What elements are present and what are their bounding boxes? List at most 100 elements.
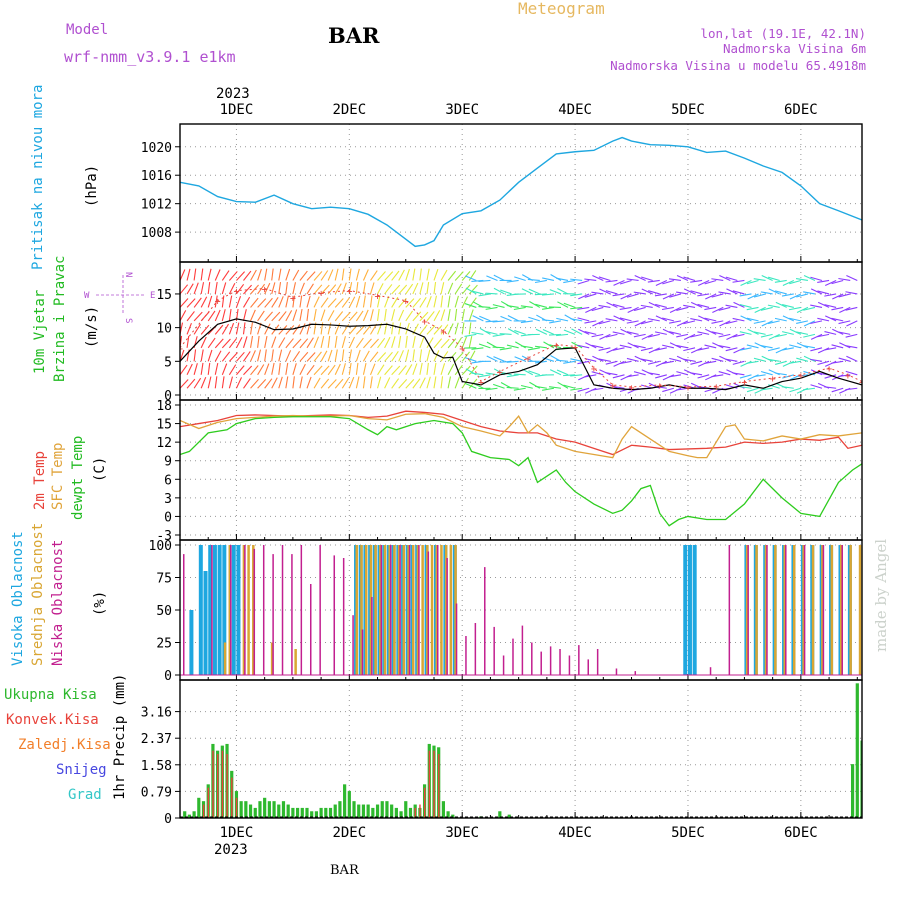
cloud-bar [792, 545, 796, 675]
wind-barb [761, 355, 773, 362]
wind-barb [271, 268, 274, 281]
cloud-bar [371, 597, 373, 675]
year-label-top: 2023 [216, 86, 250, 102]
wind-barb [520, 345, 533, 349]
wind-barb [299, 295, 303, 308]
wind-barb [186, 268, 191, 281]
wind-barb [355, 376, 360, 389]
wind-barb [754, 342, 766, 349]
wind-barb [803, 345, 816, 349]
day-label-top: 5DEC [671, 102, 705, 118]
wind-barb [767, 358, 780, 362]
wind-speed-line [180, 318, 862, 391]
wind-barb [563, 384, 576, 389]
wind-barb [440, 282, 445, 295]
wind-barb [278, 349, 283, 362]
wind-barb [506, 304, 519, 308]
cloud-bar [430, 545, 434, 675]
wind-barb [377, 271, 386, 281]
wind-barb [634, 320, 646, 327]
wind-barb [461, 351, 470, 362]
precip-bar-total [267, 801, 271, 818]
wind-barb [447, 323, 454, 335]
wind-barb [419, 324, 428, 335]
day-label-bottom: 6DEC [784, 825, 818, 841]
wind-barb [186, 363, 193, 376]
wind-barb [306, 337, 314, 349]
wind-barb [243, 296, 251, 308]
wind-barb [647, 279, 660, 283]
wind-barb [285, 350, 292, 362]
wind-barb [398, 365, 407, 376]
wind-barb [419, 362, 423, 375]
precipitation-plot [180, 683, 862, 818]
wind-barb [774, 279, 787, 283]
wind-barb [214, 376, 218, 389]
wind-barb [557, 301, 569, 308]
wind-barb [825, 279, 837, 286]
wind-barb [271, 311, 281, 322]
wind-barb [831, 279, 844, 285]
wind-barb [698, 315, 710, 322]
wind-barb [426, 337, 434, 349]
wind-barb [299, 351, 309, 362]
wind-barb [528, 370, 540, 376]
wind-barb [585, 342, 597, 349]
wind-barb [541, 293, 554, 296]
wind-barb [592, 355, 604, 362]
wind-barb [398, 269, 405, 281]
precip-bar-total [272, 801, 276, 818]
legend-freezing-rain: Zaledj.Kisa [18, 737, 111, 753]
wind-barb [585, 306, 597, 313]
wind-barb [468, 335, 473, 348]
panel-frame [179, 679, 863, 819]
wind-barb [782, 360, 795, 367]
day-label-top: 3DEC [445, 102, 479, 118]
wind-barb [334, 298, 344, 308]
wind-barb [235, 322, 240, 335]
gust-marker: + [290, 293, 296, 304]
gust-marker: + [215, 297, 221, 308]
wind-barb [186, 311, 195, 322]
day-label-top: 2DEC [332, 102, 366, 118]
wind-barb [464, 357, 477, 362]
cloud-bar [361, 629, 364, 675]
wind-barb [485, 372, 498, 376]
precip-bar-total [352, 801, 356, 818]
wind-barb [433, 295, 438, 308]
wind-barb [513, 373, 526, 376]
wind-barb [320, 378, 330, 389]
cloud-bar [502, 655, 505, 675]
wind-barb [419, 336, 425, 349]
wind-barb [634, 355, 646, 362]
wind-barb [278, 311, 287, 322]
wind-barb [193, 323, 201, 335]
wind-barb [739, 331, 752, 335]
wind-barb [661, 306, 674, 311]
wind-barb [795, 374, 808, 378]
wind-barb [214, 350, 222, 362]
wind-barb [186, 335, 190, 348]
wind-barb [591, 371, 604, 376]
precip-bar-total [375, 804, 380, 818]
wind-barb [838, 320, 851, 325]
cloud-bar [803, 545, 806, 675]
wind-barb [341, 268, 345, 281]
wind-barb [640, 320, 653, 325]
precip-bar-total [277, 804, 281, 818]
gust-marker: + [713, 382, 719, 393]
wind-barb [471, 372, 484, 376]
cloud-bar [455, 603, 458, 675]
wind-barb [782, 374, 794, 379]
gust-marker: + [826, 364, 832, 375]
wind-barb [334, 378, 344, 389]
y-tick-label: 10 [156, 322, 172, 337]
year-label-bottom: 2023 [214, 842, 248, 858]
wind-barb [767, 276, 780, 282]
wind-barb [760, 345, 773, 349]
cloud-bar [272, 554, 274, 675]
wind-barb [384, 336, 391, 349]
precip-bar-total [343, 784, 347, 818]
wind-barb [499, 333, 512, 335]
y-tick-label: 5 [164, 355, 172, 370]
